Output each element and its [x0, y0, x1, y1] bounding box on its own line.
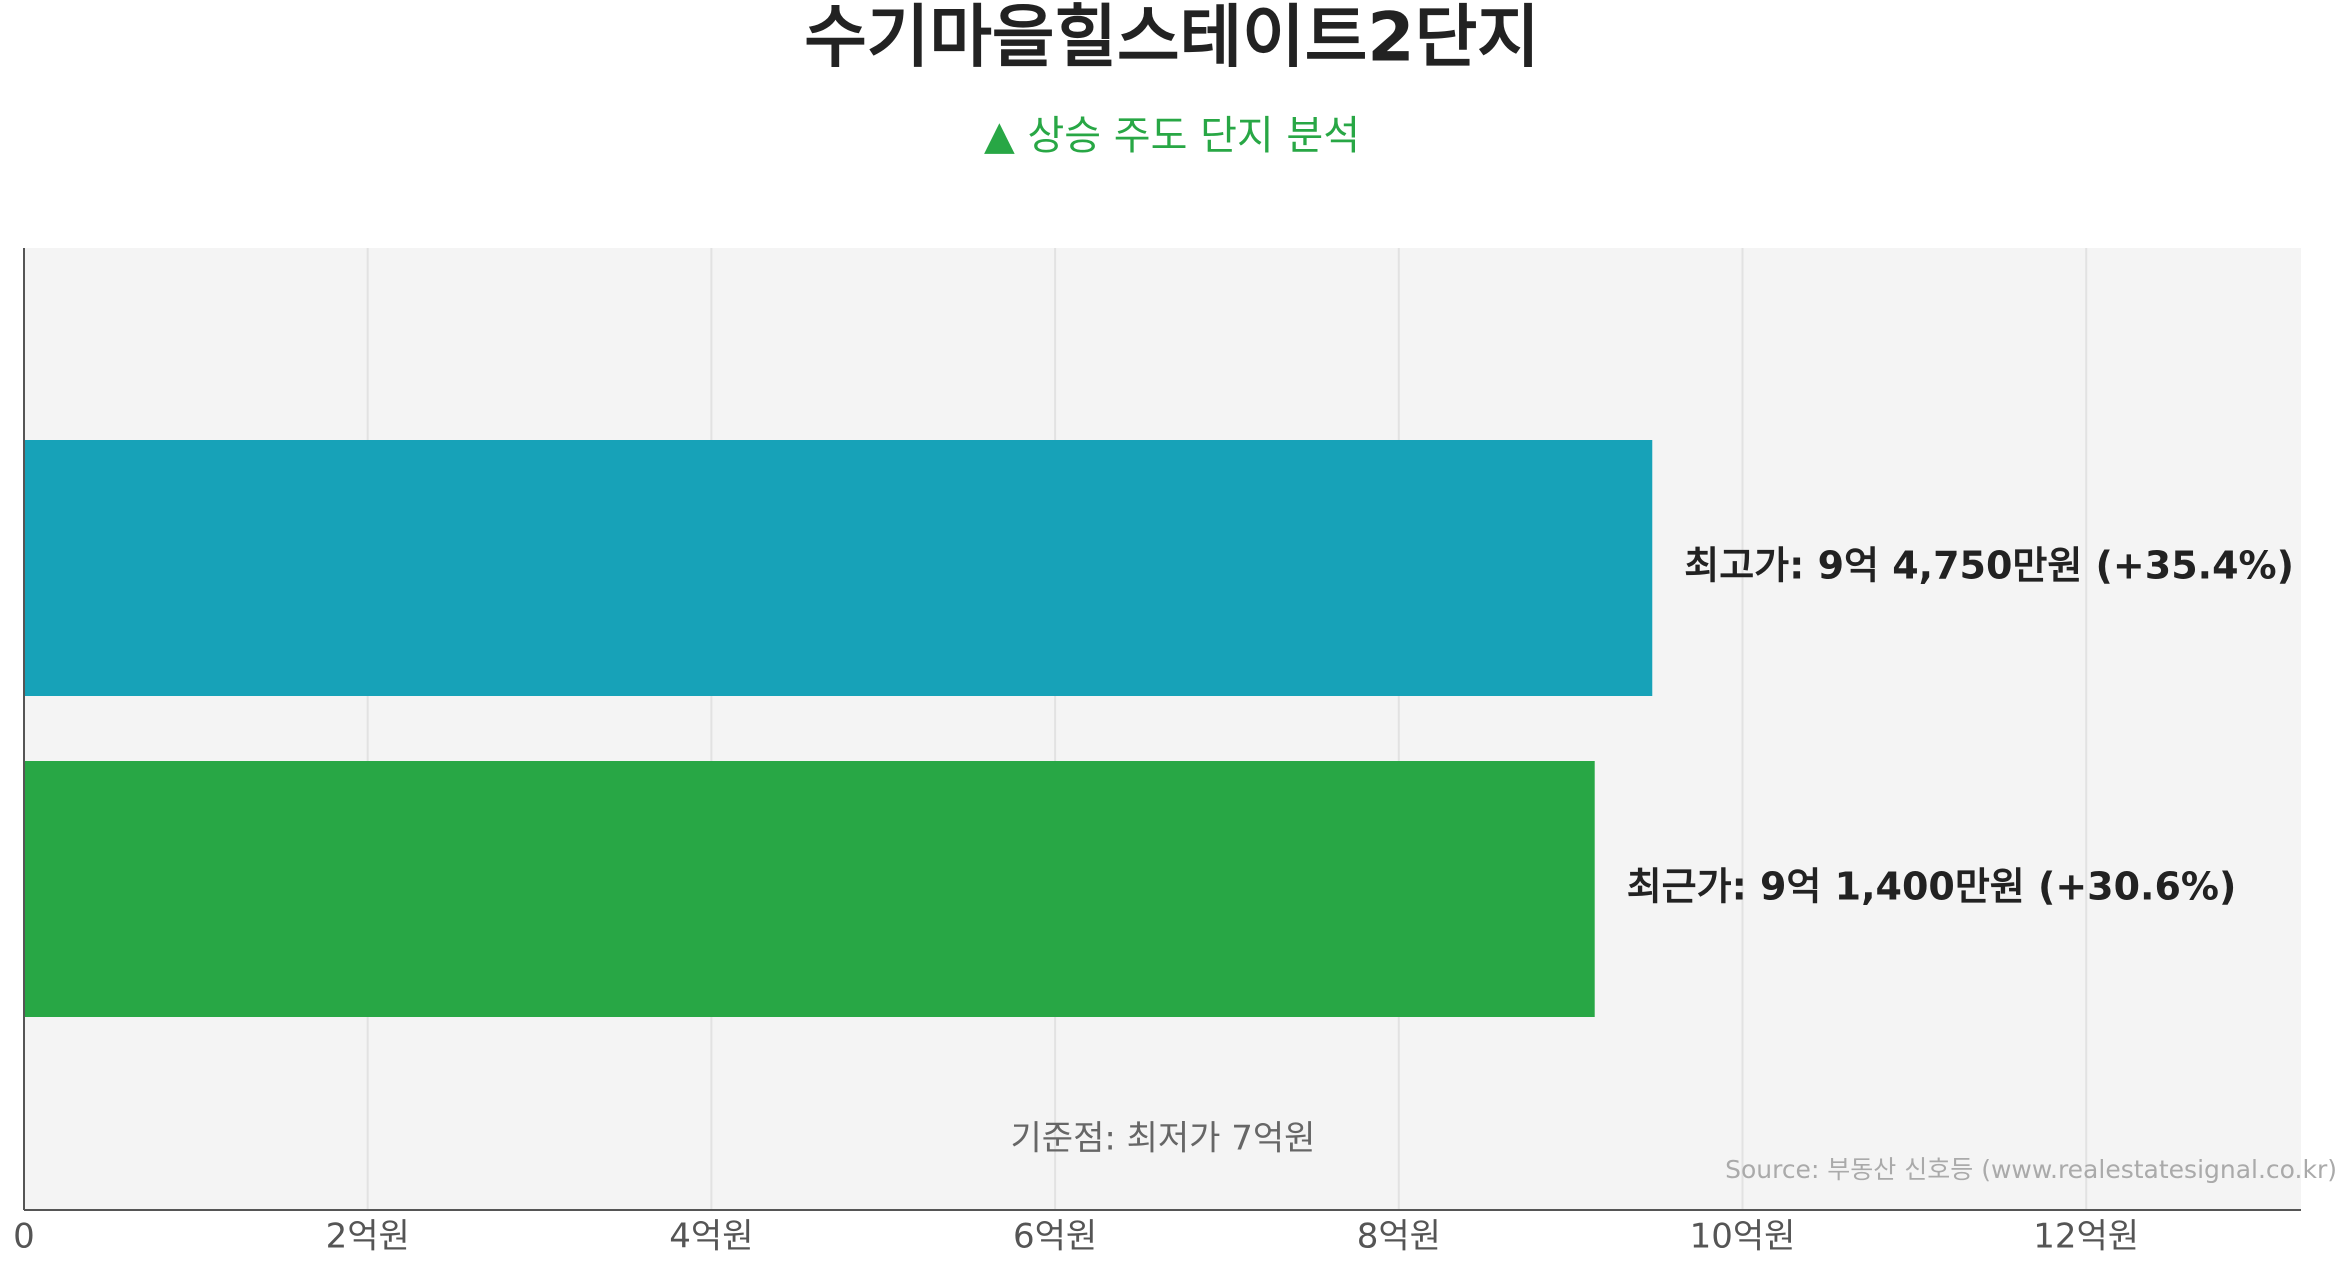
bar: [24, 761, 1595, 1017]
value-label: 최근가: 9억 1,400만원 (+30.6%): [1627, 865, 2237, 909]
x-tick-label: 0: [13, 1217, 35, 1257]
annotation: 기준점: 최저가 7억원: [1011, 1119, 1316, 1159]
source: Source: 부동산 신호등 (www.realestatesignal.co…: [1725, 1155, 2337, 1184]
x-tick-label: 2억원: [326, 1217, 410, 1257]
x-tick-label: 12억원: [2033, 1217, 2139, 1257]
x-tick-label: 8억원: [1357, 1217, 1441, 1257]
bar: [24, 440, 1653, 696]
x-tick-label: 10억원: [1690, 1217, 1796, 1257]
chart-title: 수기마을힐스테이트2단지: [804, 0, 1539, 78]
x-tick-label: 4억원: [669, 1217, 753, 1257]
grid: 0 2억원 4억원 6억원 8억원 10억원 12억원: [13, 248, 2139, 1257]
x-tick-label: 6억원: [1013, 1217, 1097, 1257]
chart-subtitle: ▲ 상승 주도 단지 분석: [984, 113, 1360, 159]
plot-area: [24, 248, 2301, 1210]
bars: 최고가: 9억 4,750만원 (+35.4%) 최근가: 9억 1,400만원 …: [24, 440, 2294, 1017]
value-label: 최고가: 9억 4,750만원 (+35.4%): [1684, 544, 2294, 588]
